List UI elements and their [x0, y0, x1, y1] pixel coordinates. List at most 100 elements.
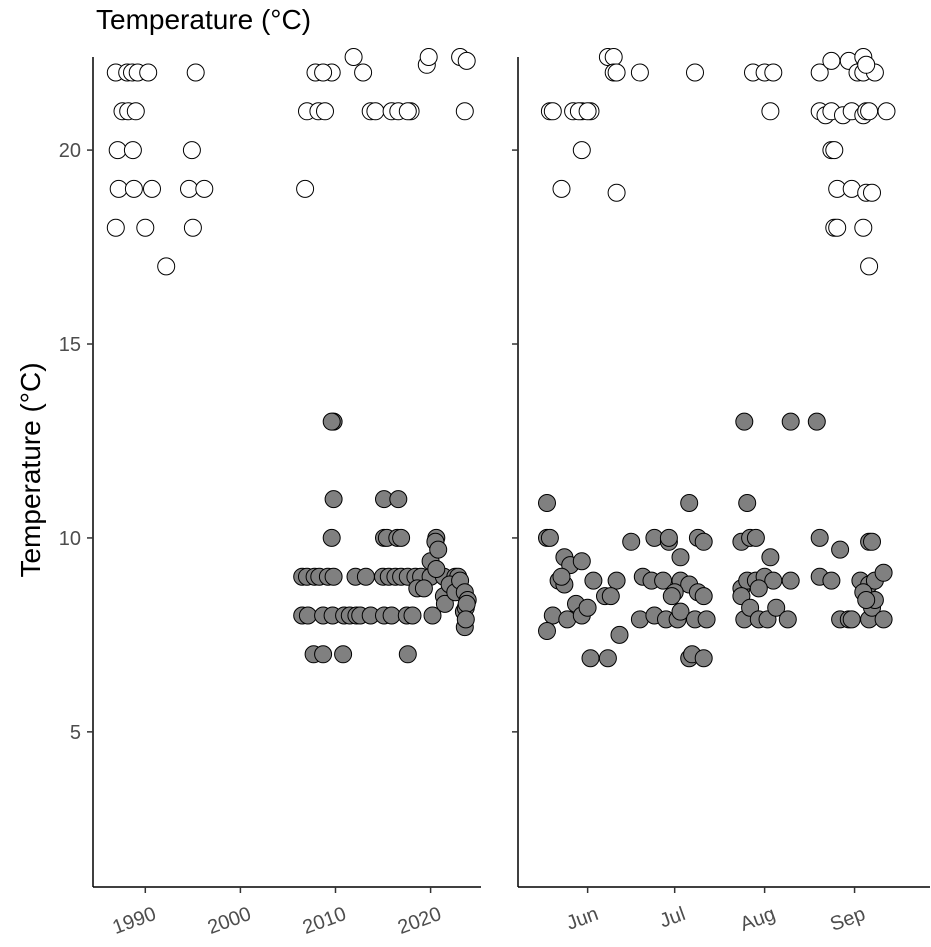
data-point-cold: [738, 494, 757, 512]
data-point-cold: [680, 494, 699, 512]
data-point-warm: [195, 179, 214, 198]
data-point-warm: [419, 48, 438, 66]
data-point-cold: [857, 591, 876, 609]
data-point-cold: [659, 528, 678, 547]
y-tick-label: 5: [70, 722, 81, 744]
data-point-cold: [874, 610, 893, 629]
data-point-cold: [781, 571, 800, 590]
data-point-cold: [403, 606, 422, 625]
data-point-cold: [382, 606, 401, 625]
data-point-cold: [324, 490, 343, 509]
data-point-warm: [860, 257, 879, 276]
data-point-warm: [863, 183, 881, 202]
data-point-warm: [183, 218, 202, 237]
y-axis-label: Temperature (°C): [15, 362, 46, 577]
data-point-warm: [825, 141, 844, 160]
data-point-cold: [322, 528, 341, 547]
data-point-cold: [389, 490, 408, 509]
data-point-warm: [109, 179, 128, 198]
data-point-cold: [427, 560, 446, 578]
data-point-cold: [334, 645, 353, 664]
data-point-cold: [831, 540, 850, 559]
x-tick-label: Aug: [737, 903, 778, 936]
data-point-warm: [186, 63, 205, 82]
data-point-warm: [686, 63, 704, 82]
data-point-cold: [356, 567, 375, 586]
data-point-warm: [607, 63, 626, 82]
data-point-warm: [366, 102, 385, 121]
data-point-warm: [398, 102, 417, 121]
data-point-warm: [296, 179, 315, 198]
data-point-warm: [543, 102, 562, 121]
data-point-warm: [457, 51, 476, 70]
data-point-cold: [735, 412, 754, 431]
data-point-warm: [182, 141, 201, 160]
x-tick-label: 2010: [300, 903, 349, 939]
data-point-warm: [157, 257, 176, 276]
data-point-cold: [622, 532, 641, 551]
data-point-cold: [298, 606, 317, 625]
data-point-cold: [538, 494, 556, 512]
data-point-warm: [877, 102, 896, 121]
data-point-cold: [874, 563, 893, 582]
x-tick-label: 2020: [395, 903, 444, 939]
data-point-warm: [344, 48, 363, 66]
data-point-cold: [572, 552, 591, 571]
data-point-warm: [604, 48, 623, 66]
data-point-warm: [354, 63, 373, 82]
y-tick-label: 10: [59, 528, 81, 550]
data-point-warm: [316, 102, 334, 121]
data-point-cold: [610, 625, 629, 644]
x-tick-label: Sep: [827, 903, 868, 936]
data-point-warm: [126, 102, 145, 121]
data-point-cold: [671, 548, 690, 567]
data-point-warm: [630, 63, 649, 82]
data-point-warm: [607, 183, 626, 202]
data-point-cold: [781, 412, 800, 431]
data-point-warm: [822, 51, 841, 70]
chart-title: Temperature (°C): [96, 4, 312, 35]
data-point-warm: [578, 102, 597, 121]
data-point-cold: [662, 587, 681, 606]
y-tick-label: 15: [59, 334, 81, 356]
data-point-cold: [697, 610, 716, 629]
data-point-cold: [578, 598, 597, 617]
data-point-warm: [828, 218, 847, 237]
data-point-cold: [414, 579, 433, 598]
data-point-warm: [552, 179, 571, 198]
data-point-cold: [392, 528, 411, 547]
data-point-cold: [398, 645, 417, 664]
data-point-cold: [457, 594, 476, 613]
data-point-warm: [139, 63, 158, 82]
data-point-cold: [694, 649, 713, 668]
x-tick-label: Jul: [657, 903, 689, 932]
data-point-cold: [694, 587, 713, 606]
data-point-cold: [584, 571, 603, 590]
data-point-warm: [314, 63, 333, 82]
data-point-cold: [761, 548, 780, 567]
data-point-cold: [435, 594, 454, 613]
data-point-cold: [671, 602, 690, 621]
y-tick-label: 20: [59, 140, 81, 162]
data-point-warm: [761, 102, 780, 121]
data-point-cold: [598, 649, 617, 668]
data-point-cold: [863, 532, 881, 551]
data-point-warm: [143, 179, 161, 198]
data-point-cold: [552, 567, 571, 586]
data-point-warm: [810, 63, 829, 82]
panel-month: Jun Jul Aug Sep: [512, 48, 930, 936]
data-point-cold: [778, 610, 797, 629]
data-point-cold: [749, 579, 768, 598]
data-point-cold: [456, 610, 475, 629]
data-point-cold: [810, 528, 829, 547]
panel-year: 5 10 15 20 1990 2000 2010 2020: [59, 48, 481, 939]
data-point-cold: [314, 645, 333, 664]
data-point-warm: [108, 141, 127, 160]
data-point-warm: [860, 102, 879, 121]
x-tick-label: Jun: [564, 903, 602, 935]
data-point-warm: [572, 141, 591, 160]
data-point-cold: [581, 649, 600, 668]
data-point-cold: [423, 606, 442, 625]
data-point-cold: [694, 532, 713, 551]
